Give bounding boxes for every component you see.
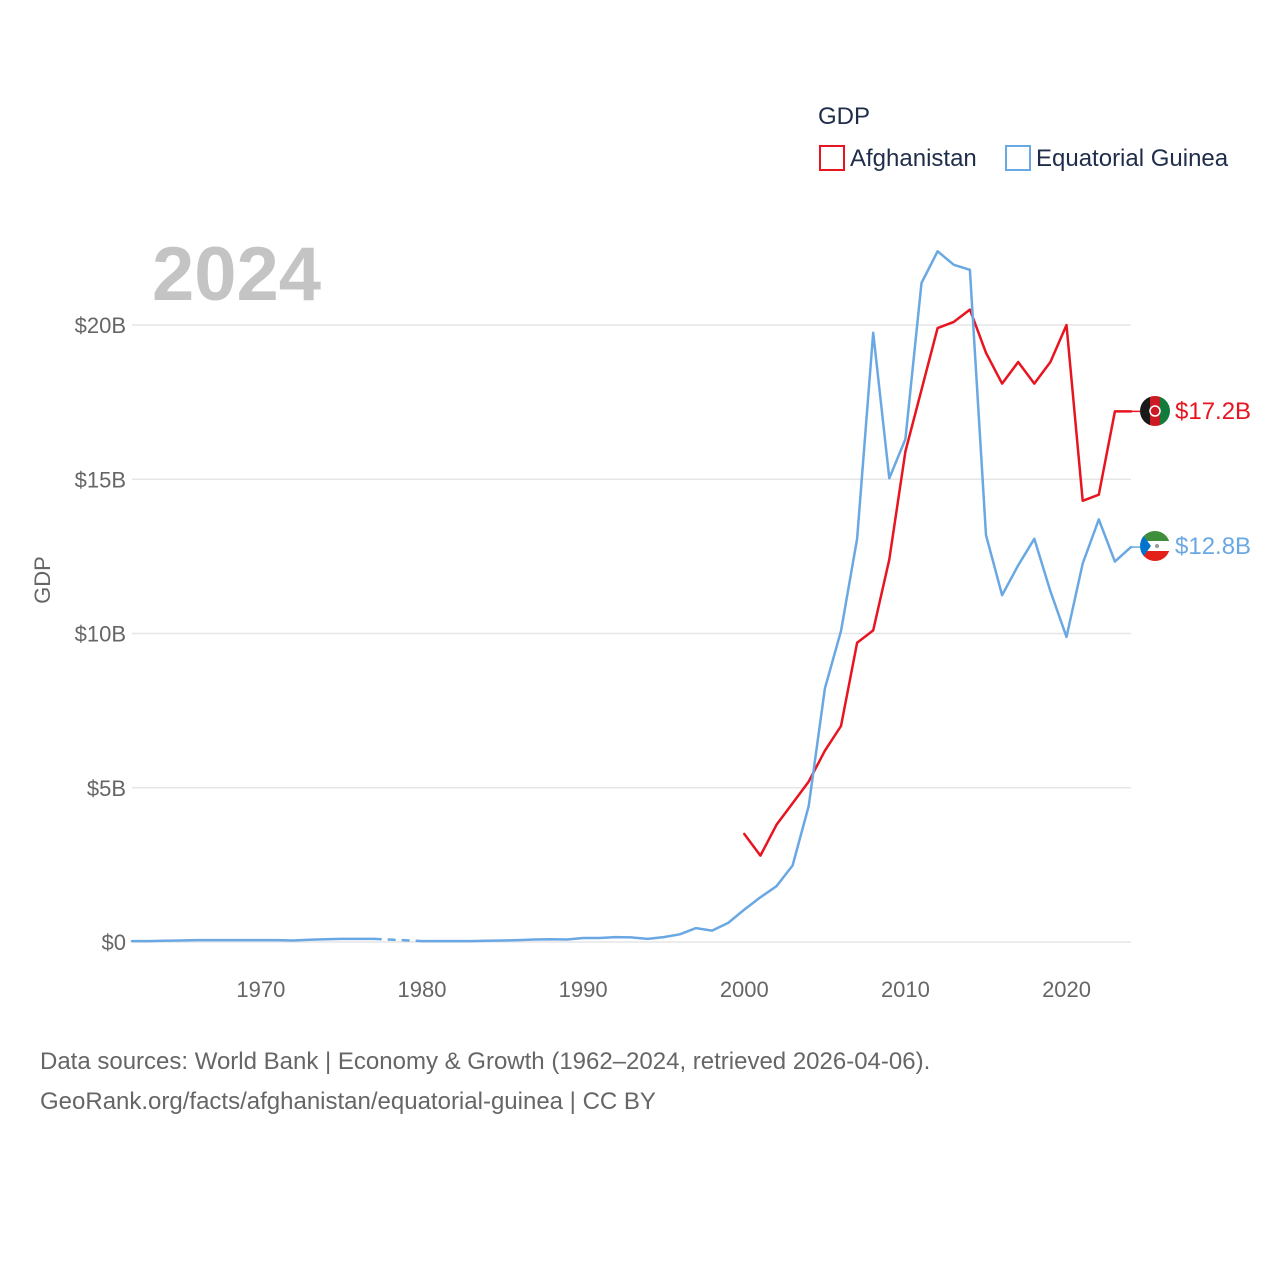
end-label-afghanistan: $17.2B [1175, 398, 1251, 425]
equatorial-guinea-flag-icon [1140, 531, 1170, 561]
legend-swatch-equatorial-guinea [1005, 145, 1031, 171]
legend-item-equatorial-guinea[interactable]: Equatorial Guinea [1005, 145, 1229, 172]
y-tick-label: $0 [102, 930, 126, 955]
afghanistan-flag-icon [1140, 396, 1170, 426]
legend-label-equatorial-guinea: Equatorial Guinea [1036, 145, 1229, 172]
y-tick-label: $5B [87, 776, 126, 801]
legend-swatch-afghanistan [819, 145, 845, 171]
grid-lines [132, 324, 1131, 943]
year-label: 2024 [152, 232, 321, 317]
x-tick-label: 1970 [236, 977, 285, 1002]
y-axis-ticks: $0 $5B $10B $15B $20B [75, 313, 126, 955]
x-axis-ticks: 1970 1980 1990 2000 2010 2020 [236, 977, 1091, 1002]
x-tick-label: 1980 [398, 977, 447, 1002]
x-tick-label: 2020 [1042, 977, 1091, 1002]
y-tick-label: $15B [75, 467, 126, 492]
end-label-equatorial-guinea: $12.8B [1175, 533, 1251, 560]
footer-attribution[interactable]: GeoRank.org/facts/afghanistan/equatorial… [40, 1088, 656, 1115]
legend-label-afghanistan: Afghanistan [850, 145, 977, 172]
footer: Data sources: World Bank | Economy & Gro… [40, 1042, 930, 1122]
legend-item-afghanistan[interactable]: Afghanistan [819, 145, 977, 172]
series-line-equatorial-guinea [420, 250, 1133, 943]
series-lines [130, 250, 1140, 943]
x-tick-label: 2010 [881, 977, 930, 1002]
y-axis-title: GDP [30, 556, 55, 604]
series-line-equatorial-guinea [130, 937, 375, 943]
gdp-line-chart: $0 $5B $10B $15B $20B 1970 1980 1990 2000 2010 20… [30, 103, 1251, 1002]
series-line-afghanistan [743, 308, 1133, 857]
legend-title: GDP [818, 103, 870, 130]
series-gap-equatorial-guinea [373, 937, 423, 943]
y-tick-label: $20B [75, 313, 126, 338]
x-tick-label: 2000 [720, 977, 769, 1002]
x-tick-label: 1990 [559, 977, 608, 1002]
y-tick-label: $10B [75, 622, 126, 647]
footer-sources: Data sources: World Bank | Economy & Gro… [40, 1048, 931, 1075]
legend: GDP Afghanistan Equatorial Guinea [818, 103, 1229, 172]
